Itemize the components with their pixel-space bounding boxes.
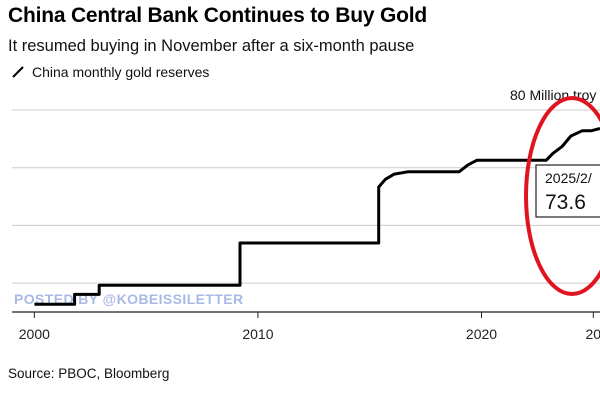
chart-title: China Central Bank Continues to Buy Gold xyxy=(8,4,428,27)
x-tick-label: 2020 xyxy=(466,326,497,342)
x-tick-label: 20 xyxy=(586,326,600,342)
series-layer xyxy=(34,127,600,306)
tooltip-value: 73.6 xyxy=(545,191,586,214)
series-line xyxy=(34,127,600,306)
tooltip: 2025/2/ 73.6 xyxy=(535,164,600,218)
legend: China monthly gold reserves xyxy=(10,64,209,80)
line-legend-icon xyxy=(12,66,24,78)
x-tick-label: 2000 xyxy=(19,326,50,342)
source-note: Source: PBOC, Bloomberg xyxy=(8,366,170,381)
chart-subtitle: It resumed buying in November after a si… xyxy=(8,37,415,55)
x-tick-label: 2010 xyxy=(242,326,273,342)
tooltip-date: 2025/2/ xyxy=(545,170,592,186)
x-axis: 2000 2010 2020 20 xyxy=(12,311,600,342)
highlight-circle xyxy=(524,96,600,296)
gridlines xyxy=(12,109,600,284)
tooltip-box xyxy=(535,164,600,218)
legend-label: China monthly gold reserves xyxy=(32,64,210,80)
